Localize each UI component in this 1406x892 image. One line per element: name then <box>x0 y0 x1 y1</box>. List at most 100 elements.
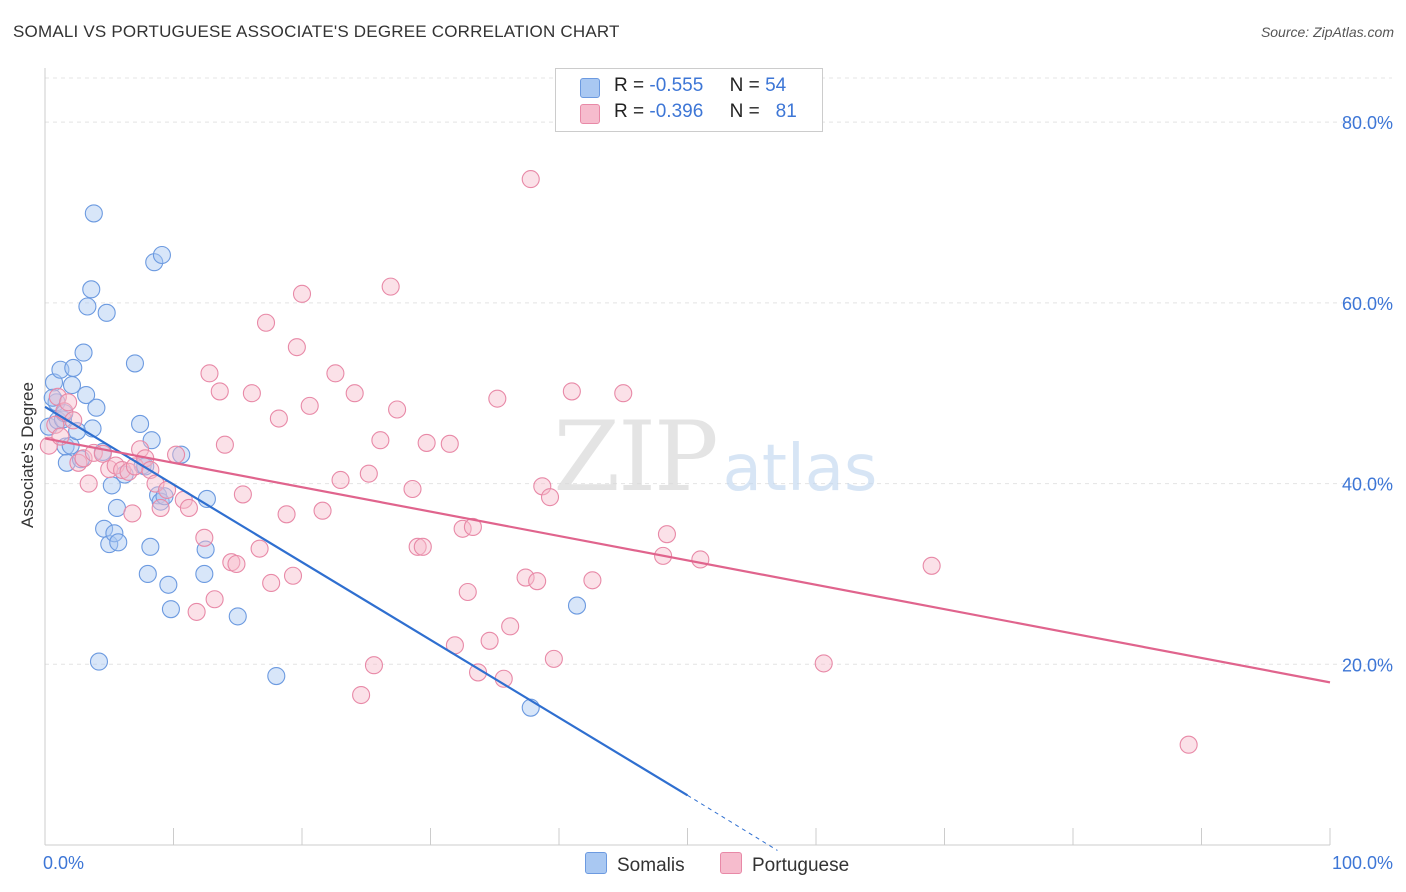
data-point <box>97 303 116 322</box>
data-point <box>408 537 427 556</box>
data-point <box>123 504 142 523</box>
data-point <box>159 575 178 594</box>
watermark: ZIP atlas <box>553 401 877 513</box>
data-point <box>388 400 407 419</box>
data-point <box>195 528 214 547</box>
data-point <box>691 550 710 569</box>
bottom-legend-portuguese: Portuguese <box>720 852 849 877</box>
data-point <box>109 533 128 552</box>
data-point <box>326 364 345 383</box>
data-point <box>39 417 58 436</box>
watermark-atlas: atlas <box>723 432 878 506</box>
data-point <box>922 556 941 575</box>
data-point <box>89 652 109 671</box>
series-portuguese <box>39 170 1198 754</box>
data-point <box>583 571 602 590</box>
data-point <box>64 411 83 430</box>
data-point <box>82 280 101 299</box>
data-point <box>210 382 229 401</box>
gridlines <box>45 77 1392 665</box>
data-point <box>179 498 198 518</box>
data-point <box>146 474 165 493</box>
data-point <box>488 389 507 408</box>
watermark-zip: ZIP <box>553 401 716 513</box>
bottom-legend-label-portuguese: Portuguese <box>752 855 850 876</box>
data-point <box>131 414 150 434</box>
data-point <box>74 449 93 468</box>
data-point <box>313 501 332 520</box>
y-tick-label: 80.0% <box>1342 113 1393 133</box>
legend-n-value: 81 <box>775 101 797 122</box>
y-axis-label: Associate's Degree <box>18 382 37 528</box>
data-point <box>125 354 144 373</box>
data-point <box>200 364 219 383</box>
chart-title: SOMALI VS PORTUGUESE ASSOCIATE'S DEGREE … <box>13 22 620 41</box>
data-point <box>151 498 170 518</box>
data-point <box>256 313 276 332</box>
data-point <box>458 582 477 602</box>
data-points <box>39 170 1198 754</box>
legend-n-value: 54 <box>765 75 787 96</box>
data-point <box>262 573 281 593</box>
data-point <box>46 415 65 434</box>
tick-labels: 20.0% 40.0% 60.0% 80.0% 0.0% 100.0% <box>43 113 1393 873</box>
data-point <box>814 654 833 673</box>
bottom-legend-swatch-somalis <box>585 852 607 874</box>
data-point <box>167 445 186 464</box>
data-point <box>250 539 269 558</box>
data-point <box>440 434 459 453</box>
data-point <box>567 596 587 615</box>
data-point <box>403 479 422 499</box>
data-point <box>242 384 261 403</box>
y-tick-label: 40.0% <box>1342 475 1393 495</box>
data-point <box>79 474 98 493</box>
trend-lines <box>44 405 1331 851</box>
data-point <box>138 564 157 583</box>
data-point <box>228 607 247 626</box>
data-point <box>84 204 103 223</box>
data-point <box>77 385 96 405</box>
data-point <box>277 505 296 524</box>
data-point <box>161 600 180 619</box>
data-point <box>283 566 303 585</box>
data-point <box>331 470 350 490</box>
bottom-legend-label-somalis: Somalis <box>617 855 685 876</box>
data-point <box>528 572 547 591</box>
data-point <box>501 617 520 636</box>
data-point <box>463 517 482 537</box>
y-tick-label: 20.0% <box>1342 655 1393 675</box>
legend-r-label: R = <box>614 101 645 122</box>
correlation-legend: R = -0.555 N = 54 R = -0.396 N = 81 <box>555 68 823 132</box>
data-point <box>233 485 252 504</box>
data-point <box>540 488 560 507</box>
data-point <box>215 435 234 454</box>
y-tick-label: 60.0% <box>1342 294 1393 314</box>
data-point <box>359 464 378 483</box>
data-point <box>468 663 488 682</box>
trend-line <box>44 437 1331 684</box>
data-point <box>614 384 633 403</box>
chart-source: Source: ZipAtlas.com <box>1260 24 1394 40</box>
legend-r-label: R = <box>614 75 645 96</box>
data-point <box>417 433 436 452</box>
data-point <box>152 245 171 265</box>
data-point <box>657 525 676 544</box>
trend-line-extension <box>687 794 778 851</box>
bottom-legend-somalis: Somalis <box>585 852 685 877</box>
data-point <box>131 440 150 459</box>
data-point <box>64 358 83 377</box>
data-point <box>292 284 312 303</box>
data-point <box>413 537 432 556</box>
data-point <box>100 535 119 554</box>
data-point <box>195 564 214 583</box>
data-point <box>78 297 97 316</box>
data-point <box>87 398 106 417</box>
x-tick-label: 100.0% <box>1332 853 1393 873</box>
data-point <box>480 631 499 650</box>
data-point <box>105 524 124 543</box>
legend-swatch-portuguese <box>580 104 600 124</box>
data-point <box>59 393 78 412</box>
data-point <box>227 554 246 574</box>
axes <box>44 68 1331 846</box>
